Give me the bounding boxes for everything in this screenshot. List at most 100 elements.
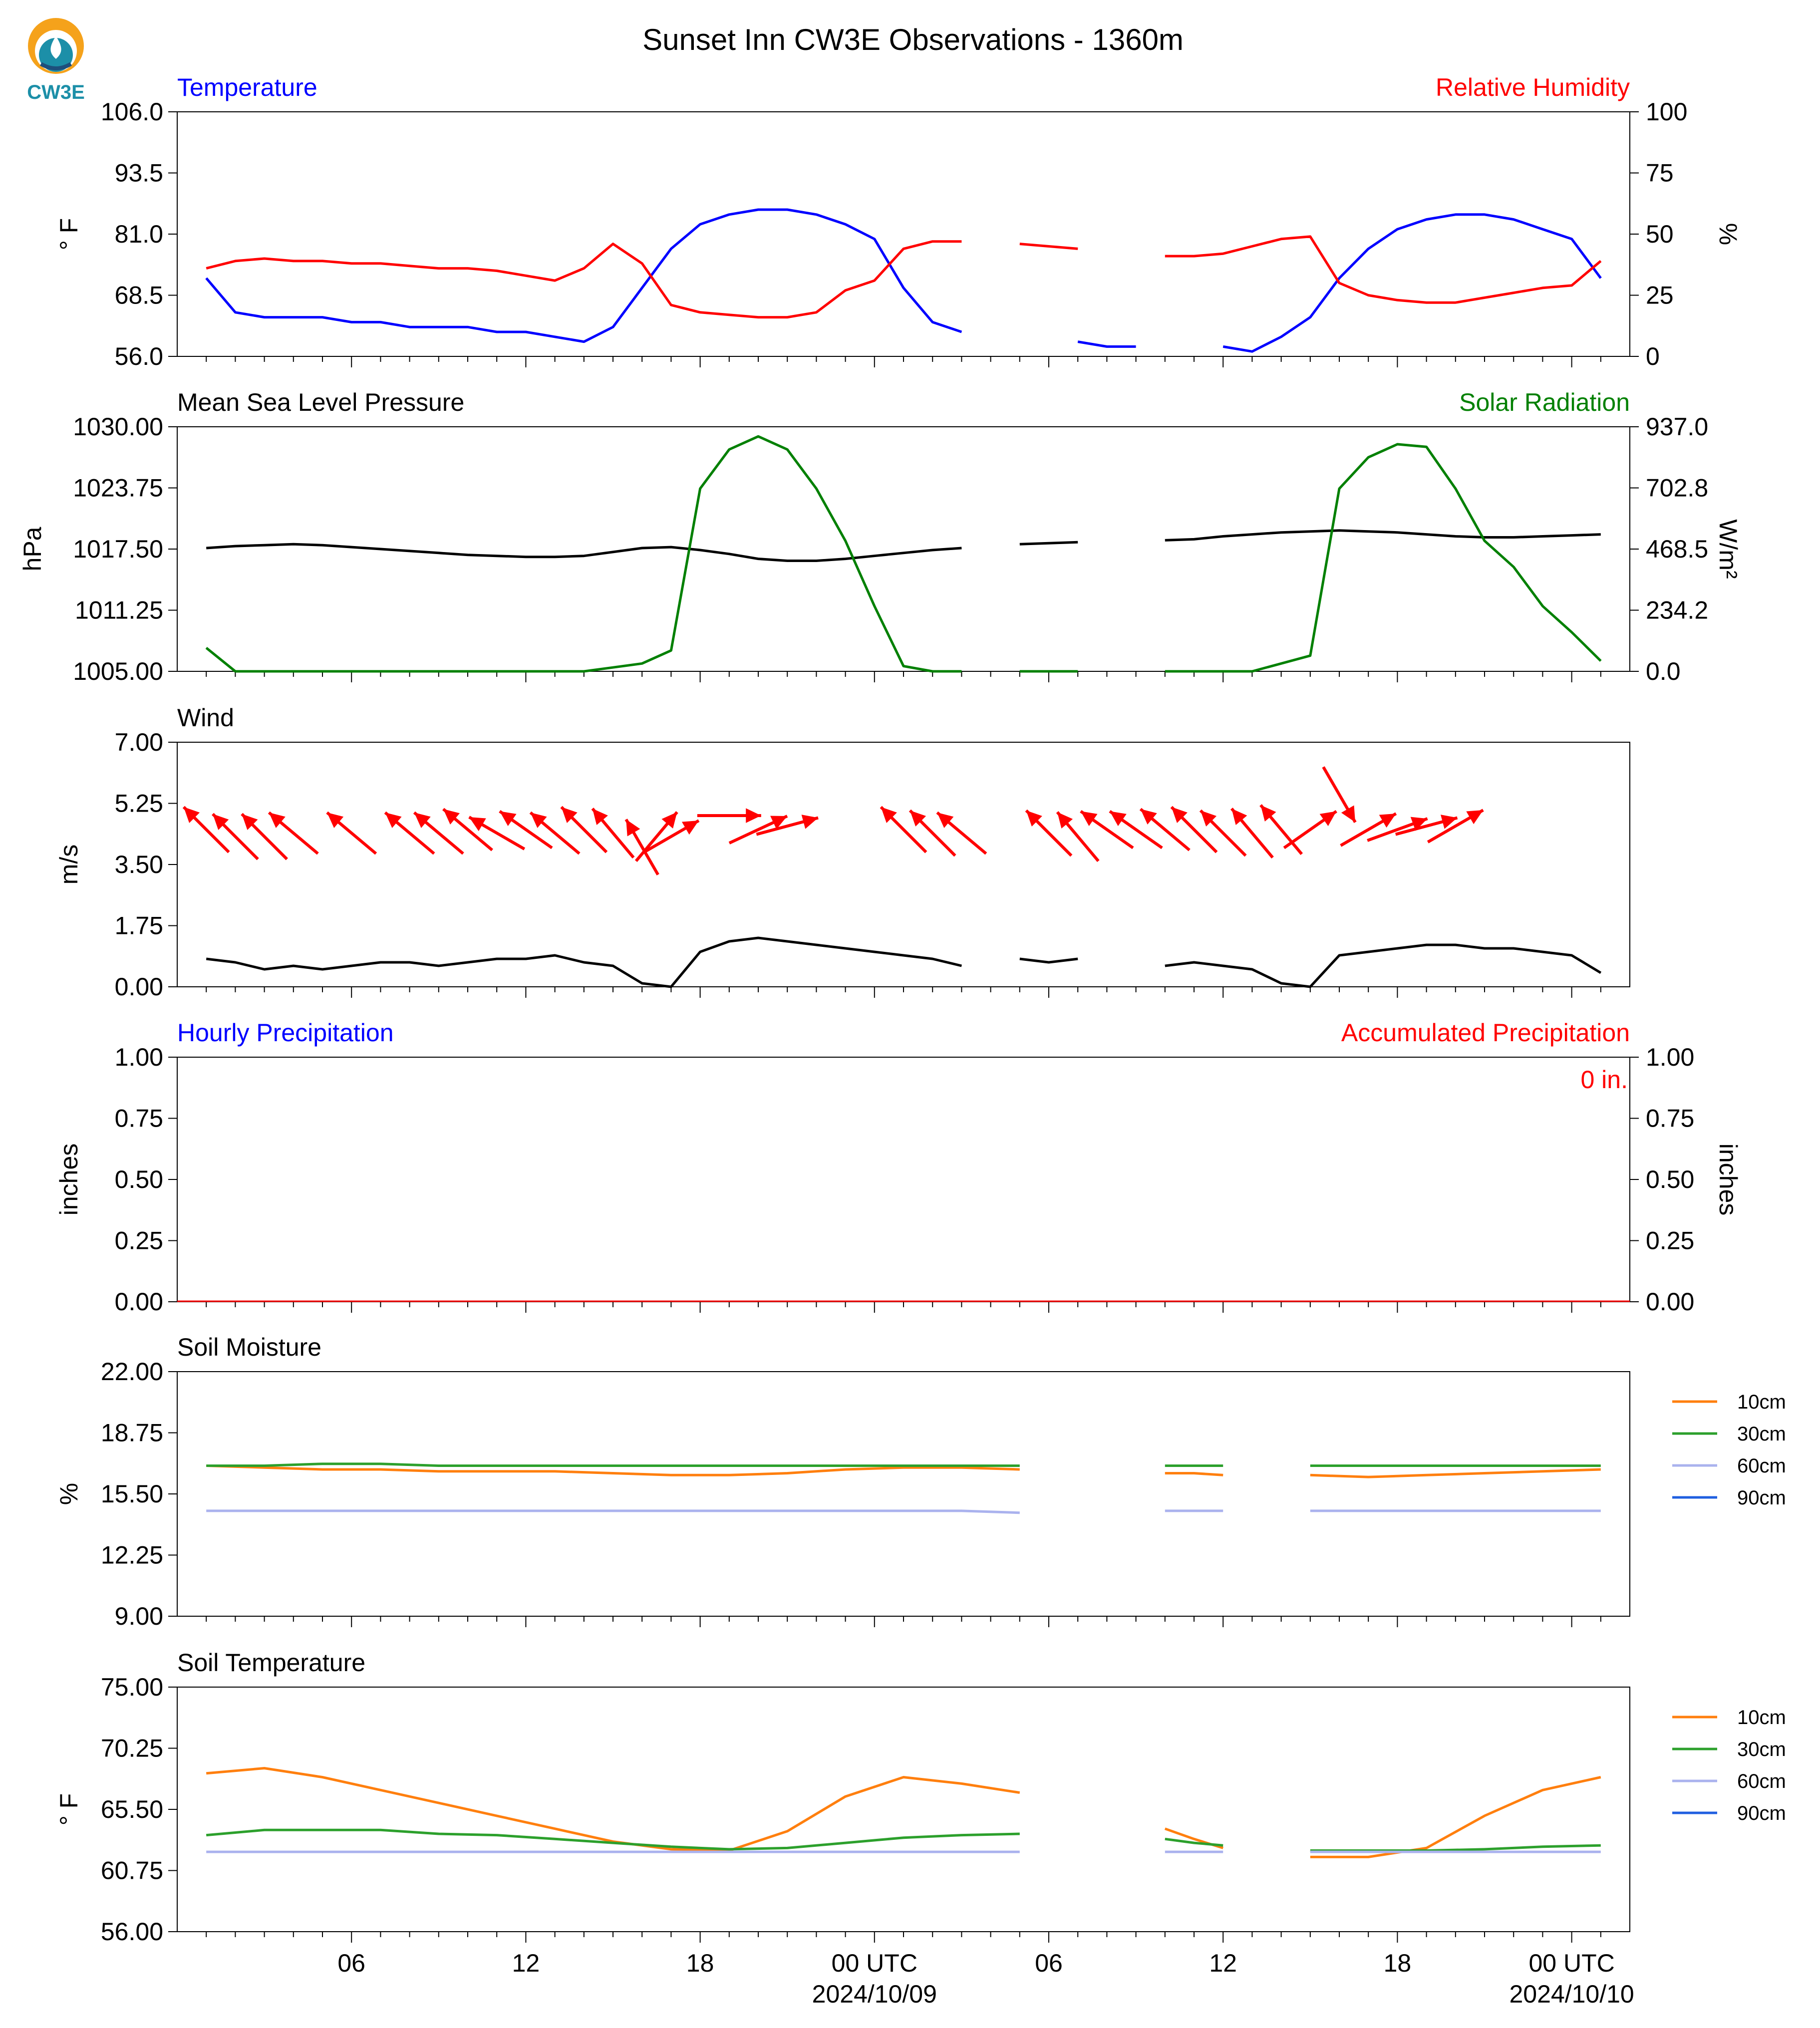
wind-arrow-head [746,808,761,823]
panel-title-left: Hourly Precipitation [177,1019,394,1047]
wind-arrow-head [1466,810,1484,825]
y-left-tick-label: 0.50 [115,1165,163,1193]
y-right-tick-label: 100 [1646,98,1687,126]
x-axis: 06 12 18 00 UTC 06 12 18 00 UTC 2024/10/09 2024/1… [337,1949,1634,2008]
panel-title-left: Mean Sea Level Pressure [177,388,464,416]
wind-arrow [1199,809,1247,857]
wind-arrow [1427,809,1484,844]
wind-arrow [1056,811,1100,862]
wind-arrow [1170,806,1218,854]
wind-arrow-head [213,814,229,830]
legend-label: 90cm [1737,1487,1786,1509]
cw3e-logo: CW3E [27,18,85,103]
wind-arrow-head [183,807,200,823]
wind-arrow [268,811,319,855]
y-left-tick-label: 81.0 [115,220,163,248]
y-left-tick-label: 18.75 [101,1419,163,1447]
y-right-tick-label: 75 [1646,159,1674,187]
wind-arrow [1080,810,1134,850]
y-right-tick-label: 0.50 [1646,1165,1694,1193]
y-label-right: % [1714,223,1742,245]
y-right-tick-label: 0.0 [1646,657,1681,685]
y-left-tick-label: 106.0 [101,98,163,126]
wind-arrow [384,811,435,855]
series-mean-sea-level-pressure [206,529,1601,562]
wind-arrow [1322,766,1357,823]
wind-arrow-head [1080,811,1098,826]
y-left-tick-label: 5.25 [115,790,163,818]
y-right-tick-label: 25 [1646,282,1674,309]
x-tick-label: 06 [1035,1949,1063,1977]
wind-arrow-head [937,812,954,828]
wind-arrow [1259,804,1303,855]
y-left-tick-label: 1023.75 [73,474,163,502]
wind-arrow-head [910,810,926,827]
wind-arrow [442,808,493,852]
y-left-tick-label: 70.25 [101,1735,163,1762]
y-right-tick-label: 0 [1646,342,1660,370]
wind-arrow [1025,809,1073,857]
wind-arrow-head [1319,811,1337,826]
wind-arrow [909,809,956,857]
wind-arrow-head [269,812,286,828]
wind-arrow-head [1171,807,1188,823]
y-label-right: W/m² [1714,519,1742,579]
legend-label: 60cm [1737,1455,1786,1477]
y-left-tick-label: 3.50 [115,851,163,878]
wind-arrow-head [681,821,699,835]
y-left-tick-label: 65.50 [101,1795,163,1823]
wind-arrow [1283,810,1337,850]
y-left-tick-label: 0.00 [115,1288,163,1316]
y-label-left: hPa [18,527,46,571]
y-right-tick-label: 0.25 [1646,1227,1694,1255]
panels: 106.0 93.5 81.0 68.5 56.0 100 75 50 25 0 Temperatu… [18,73,1786,1946]
x-tick-label: 00 UTC [1528,1949,1614,1977]
wind-arrow [1230,808,1274,859]
x-tick-label: 18 [1384,1949,1412,1977]
y-label-right: inches [1714,1144,1742,1216]
wind-arrow-head [327,812,344,828]
wind-arrow [728,815,788,845]
wind-arrow-head [443,809,460,825]
y-left-tick-label: 0.25 [115,1227,163,1255]
x-date-label: 2024/10/10 [1509,1980,1634,2008]
wind-arrow-head [385,812,402,828]
panel-title-left: Temperature [177,73,317,101]
y-right-tick-label: 702.8 [1646,474,1708,502]
logo-text: CW3E [27,81,85,103]
wind-arrow-head [770,816,788,830]
wind-arrow-head [242,814,258,830]
y-left-tick-label: 1005.00 [73,657,163,685]
legend: 10cm 30cm 60cm 90cm [1672,1707,1786,1824]
series-wind-speed [206,936,1602,988]
y-left-tick-label: 1011.25 [75,596,163,624]
wind-arrow-head [1410,817,1428,831]
y-right-tick-label: 468.5 [1646,535,1708,563]
x-tick-label: 12 [512,1949,540,1977]
x-tick-label: 18 [686,1949,714,1977]
y-label-left: inches [55,1144,83,1216]
series-10cm [206,1464,1601,1478]
panel-title-left: Soil Moisture [177,1333,321,1361]
wind-arrow-head [592,808,608,825]
wind-arrow [499,810,553,850]
y-left-tick-label: 1030.00 [73,413,163,441]
y-right-tick-label: 0.00 [1646,1288,1694,1316]
legend-label: 30cm [1737,1738,1786,1760]
wind-arrow [642,819,700,854]
panel-soil_temp: 75.00 70.25 65.50 60.75 56.00 Soil Temperatur… [55,1649,1786,1946]
wind-arrow-head [561,807,578,823]
wind-arrow [182,806,230,854]
y-left-tick-label: 22.00 [101,1358,163,1386]
wind-arrow [1340,812,1397,847]
y-left-tick-label: 93.5 [115,159,163,187]
wind-arrow [413,811,464,855]
panel-title-left: Soil Temperature [177,1649,365,1677]
y-left-tick-label: 1017.50 [73,535,163,563]
y-left-tick-label: 75.00 [101,1673,163,1701]
y-left-tick-label: 0.00 [115,973,163,1001]
y-left-tick-label: 56.0 [115,342,163,370]
legend: 10cm 30cm 60cm 90cm [1672,1391,1786,1509]
y-left-tick-label: 0.75 [115,1105,163,1133]
